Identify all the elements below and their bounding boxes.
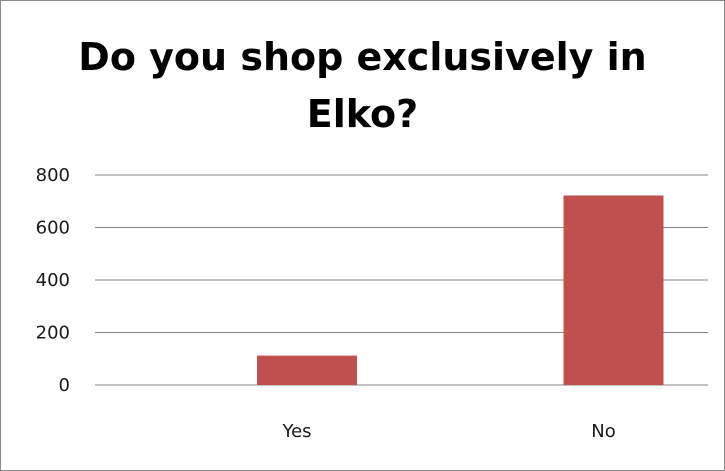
- y-tick-label: 800: [36, 165, 70, 186]
- chart-title-line-1: Do you shop exclusively in: [78, 35, 647, 79]
- chart-title: Do you shop exclusively in Elko?: [1, 29, 724, 143]
- y-axis-tick-labels: 0 200 400 600 800: [36, 165, 70, 396]
- y-tick-label: 200: [36, 323, 70, 344]
- y-tick-label: 600: [36, 218, 70, 239]
- y-tick-label: 400: [36, 270, 70, 291]
- x-category-label-yes: Yes: [281, 421, 311, 442]
- chart-title-line-2: Elko?: [306, 92, 419, 136]
- x-axis-category-labels: Yes No: [281, 421, 615, 442]
- bar-no: [563, 195, 664, 385]
- y-tick-label: 0: [59, 375, 70, 396]
- bar-yes: [257, 355, 357, 385]
- x-category-label-no: No: [591, 421, 615, 442]
- bars: [257, 195, 664, 385]
